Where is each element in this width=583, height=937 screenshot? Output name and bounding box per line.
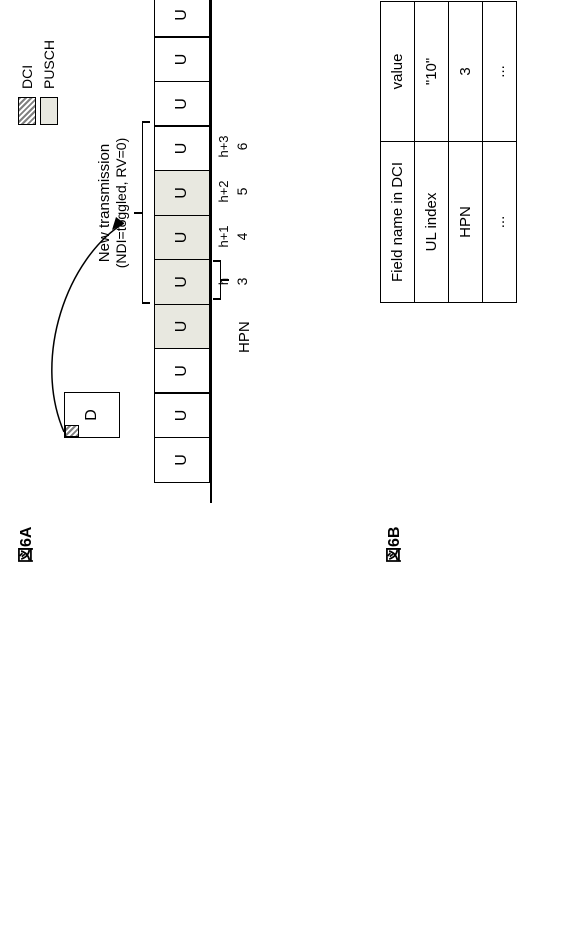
u-slot: U bbox=[154, 437, 210, 483]
table-header-row: Field name in DCI value bbox=[381, 1, 415, 302]
new-transmission-annotation: New transmission (NDI=toggled, RV=0) bbox=[96, 113, 129, 293]
table-cell-field: ... bbox=[483, 141, 517, 302]
table-cell-value: "10" bbox=[415, 1, 449, 141]
hpn-num-row: 3456 bbox=[234, 124, 250, 304]
hpn-h-cell: h+1 bbox=[216, 214, 231, 259]
hpn-num-cell: 4 bbox=[234, 214, 250, 259]
legend-dci: DCI bbox=[18, 40, 36, 125]
hpn-h-cell: h+3 bbox=[216, 124, 231, 169]
timeline bbox=[210, 0, 212, 503]
hpn-h-cell: h bbox=[216, 259, 231, 304]
legend-dci-label: DCI bbox=[19, 65, 35, 89]
table-row: ... ... bbox=[483, 1, 517, 302]
u-slot: U bbox=[154, 304, 210, 350]
table-row: UL index "10" bbox=[415, 1, 449, 302]
dci-swatch bbox=[18, 97, 36, 125]
hpn-num-cell: 3 bbox=[234, 259, 250, 304]
u-slot: U bbox=[154, 215, 210, 261]
table-cell-value: ... bbox=[483, 1, 517, 141]
u-slot: U bbox=[154, 259, 210, 305]
u-slot: U bbox=[154, 0, 210, 38]
hpn-num-cell: 6 bbox=[234, 124, 250, 169]
hpn-num-cell: 5 bbox=[234, 169, 250, 214]
annotation-line1: New transmission bbox=[96, 113, 113, 293]
u-slot-row: UUUUUUUUUUU bbox=[154, 0, 210, 483]
legend-pusch-label: PUSCH bbox=[41, 40, 57, 89]
hpn-h-cell: h+2 bbox=[216, 169, 231, 214]
u-slot: U bbox=[154, 348, 210, 394]
table-header-field: Field name in DCI bbox=[381, 141, 415, 302]
hpn-label: HPN bbox=[236, 321, 253, 353]
u-slot: U bbox=[154, 126, 210, 172]
u-slot: U bbox=[154, 81, 210, 127]
figure-6b-label: 図6B bbox=[380, 527, 404, 563]
legend-pusch: PUSCH bbox=[40, 40, 58, 125]
u-slot: U bbox=[154, 393, 210, 439]
hpn-h-row: hh+1h+2h+3 bbox=[216, 124, 231, 304]
figure-6a-label: 図6A bbox=[12, 527, 36, 563]
legend: DCI PUSCH bbox=[18, 40, 62, 125]
u-slot: U bbox=[154, 37, 210, 83]
u-slot: U bbox=[154, 170, 210, 216]
table-cell-field: UL index bbox=[415, 141, 449, 302]
table-row: HPN 3 bbox=[449, 1, 483, 302]
dci-table: Field name in DCI value UL index "10" HP… bbox=[380, 1, 517, 303]
table-cell-field: HPN bbox=[449, 141, 483, 302]
table-cell-value: 3 bbox=[449, 1, 483, 141]
annotation-line2: (NDI=toggled, RV=0) bbox=[113, 113, 129, 293]
pusch-swatch bbox=[40, 97, 58, 125]
table-header-value: value bbox=[381, 1, 415, 141]
